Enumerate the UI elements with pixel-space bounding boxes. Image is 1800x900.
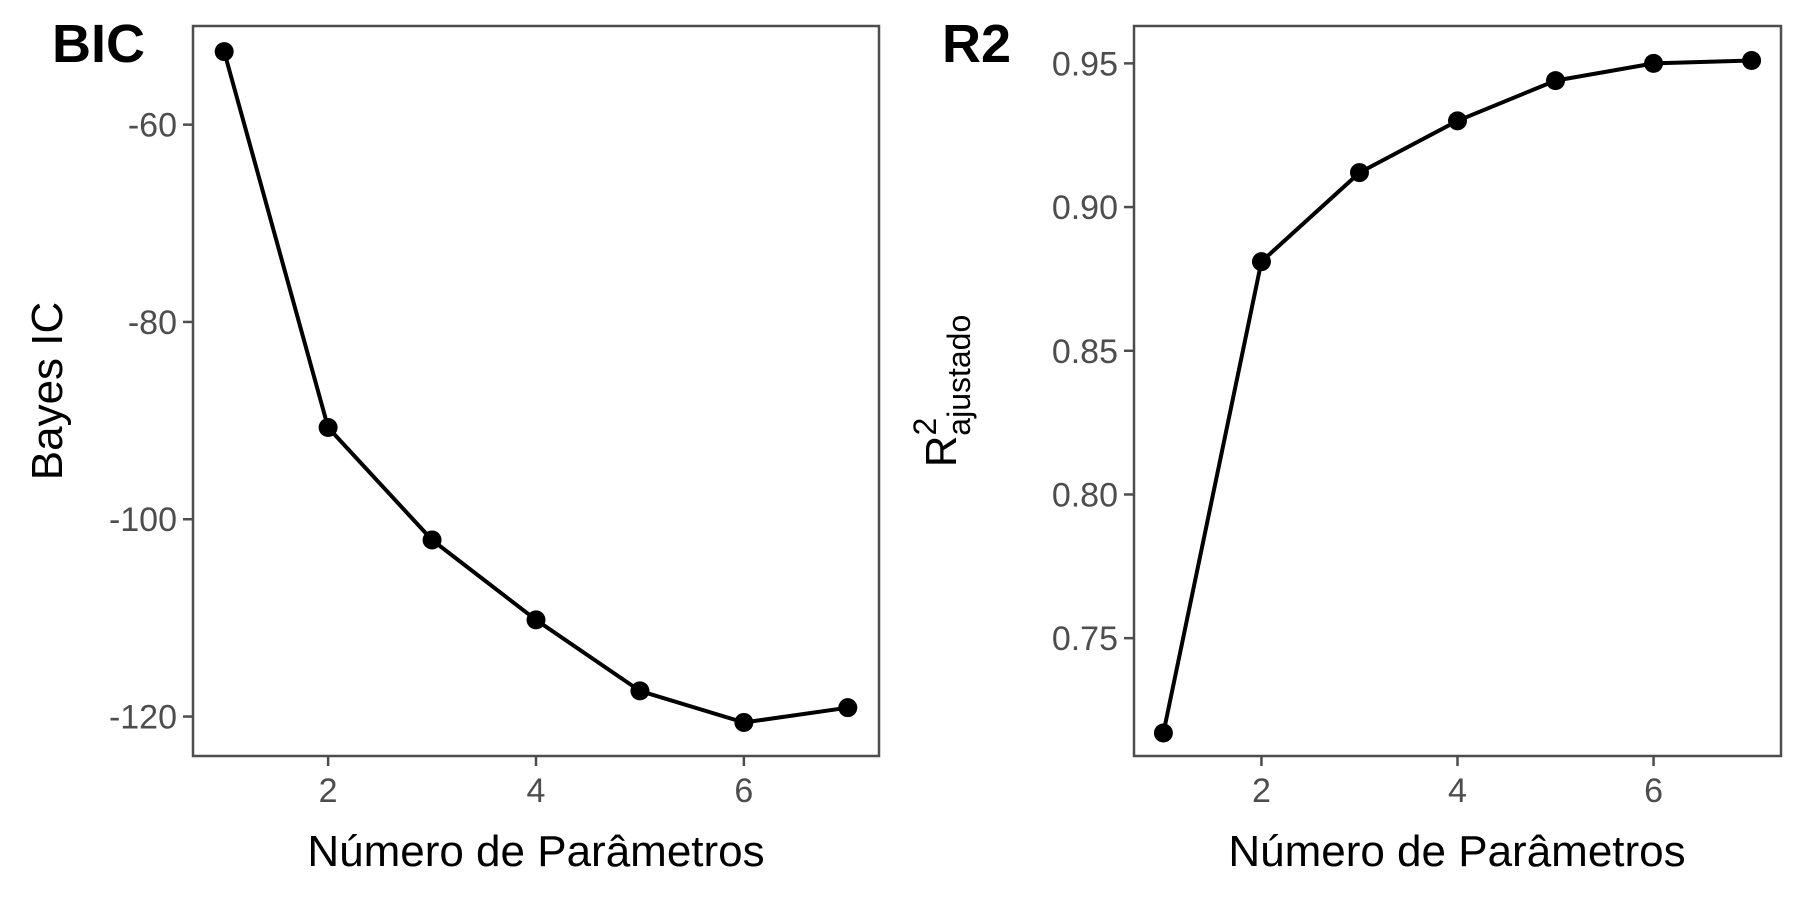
panel-bic: BIC -60 -80 -100 -120 2 4 6 Número de Parâmet…	[23, 14, 881, 876]
y-axis-title-bic: Bayes IC	[23, 302, 72, 481]
data-point-bic	[422, 530, 442, 550]
data-point-bic	[630, 681, 650, 701]
x-tick-label: 6	[734, 772, 753, 810]
series-line-r2	[1161, 58, 1752, 734]
data-point-bic	[526, 610, 546, 630]
y-tick-label: 0.90	[1052, 189, 1118, 227]
y-tick-label: -100	[109, 501, 177, 539]
data-point-r2	[1251, 252, 1271, 272]
y-tick-label: -80	[128, 304, 177, 342]
data-point-r2	[1546, 71, 1566, 91]
data-point-bic	[838, 698, 858, 718]
y-tick-label: 0.95	[1052, 45, 1118, 83]
x-axis-title-bic: Número de Parâmetros	[307, 827, 764, 876]
y-tick-label: 0.80	[1052, 476, 1118, 514]
x-tick-label: 2	[319, 772, 338, 810]
panel-title-r2: R2	[942, 14, 1011, 74]
x-axis-r2: 2 4 6	[1252, 756, 1663, 810]
data-point-bic	[318, 418, 338, 437]
plot-frame-bic	[191, 24, 881, 758]
data-point-bic	[734, 712, 754, 732]
plot-area-r2	[1153, 50, 1762, 743]
x-axis-bic: 2 4 6	[319, 756, 753, 810]
x-tick-label: 6	[1644, 772, 1663, 810]
data-point-r2	[1349, 163, 1369, 183]
y-axis-title-r2: R2ajustado	[907, 315, 977, 468]
plot-area-bic	[214, 42, 858, 732]
x-axis-title-r2: Número de Parâmetros	[1228, 827, 1685, 876]
y-axis-title-r2-main: R	[917, 436, 966, 468]
data-point-r2	[1153, 723, 1173, 743]
y-axis-bic: -60 -80 -100 -120	[109, 107, 193, 737]
x-tick-label: 2	[1252, 772, 1271, 810]
panel-title-bic: BIC	[52, 14, 145, 74]
data-point-bic	[214, 42, 234, 62]
x-tick-label: 4	[1448, 772, 1467, 810]
data-point-r2	[1448, 111, 1467, 131]
data-point-r2	[1742, 50, 1762, 70]
y-tick-label: 0.85	[1052, 333, 1118, 371]
y-axis-r2: 0.75 0.80 0.85 0.90 0.95	[1052, 45, 1134, 658]
data-point-r2	[1644, 53, 1664, 73]
y-axis-title-r2-sub: ajustado	[941, 315, 977, 436]
x-tick-label: 4	[527, 772, 546, 810]
plot-frame-r2	[1132, 24, 1783, 758]
y-tick-label: -120	[109, 699, 177, 737]
y-tick-label: 0.75	[1052, 620, 1118, 658]
y-tick-label: -60	[128, 107, 177, 145]
y-axis-title-r2-sup: 2	[907, 418, 943, 436]
